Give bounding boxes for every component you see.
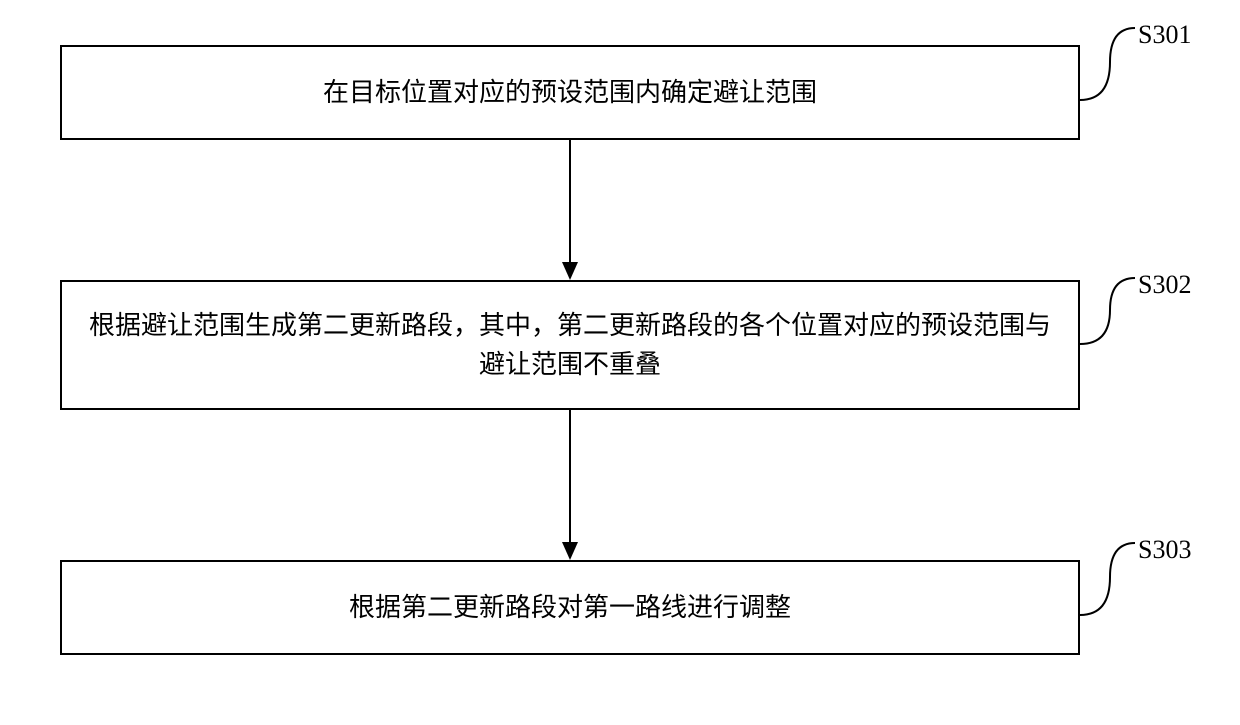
flowchart-step-1-label: S301 bbox=[1138, 20, 1191, 50]
label-connector-1 bbox=[1080, 22, 1140, 102]
flowchart-step-3-label: S303 bbox=[1138, 535, 1191, 565]
label-connector-2 bbox=[1080, 272, 1140, 352]
arrow-1-to-2 bbox=[556, 140, 584, 282]
flowchart-step-2-label: S302 bbox=[1138, 270, 1191, 300]
arrow-2-to-3 bbox=[556, 410, 584, 562]
flowchart-step-3: 根据第二更新路段对第一路线进行调整 bbox=[60, 560, 1080, 655]
flowchart-step-2-text: 根据避让范围生成第二更新路段，其中，第二更新路段的各个位置对应的预设范围与避让范… bbox=[82, 306, 1058, 384]
flowchart-step-3-text: 根据第二更新路段对第一路线进行调整 bbox=[349, 588, 791, 627]
flowchart-step-1: 在目标位置对应的预设范围内确定避让范围 bbox=[60, 45, 1080, 140]
flowchart-step-1-text: 在目标位置对应的预设范围内确定避让范围 bbox=[323, 73, 817, 112]
flowchart-container: 在目标位置对应的预设范围内确定避让范围 S301 根据避让范围生成第二更新路段，… bbox=[0, 0, 1240, 725]
label-connector-3 bbox=[1080, 537, 1140, 617]
flowchart-step-2: 根据避让范围生成第二更新路段，其中，第二更新路段的各个位置对应的预设范围与避让范… bbox=[60, 280, 1080, 410]
